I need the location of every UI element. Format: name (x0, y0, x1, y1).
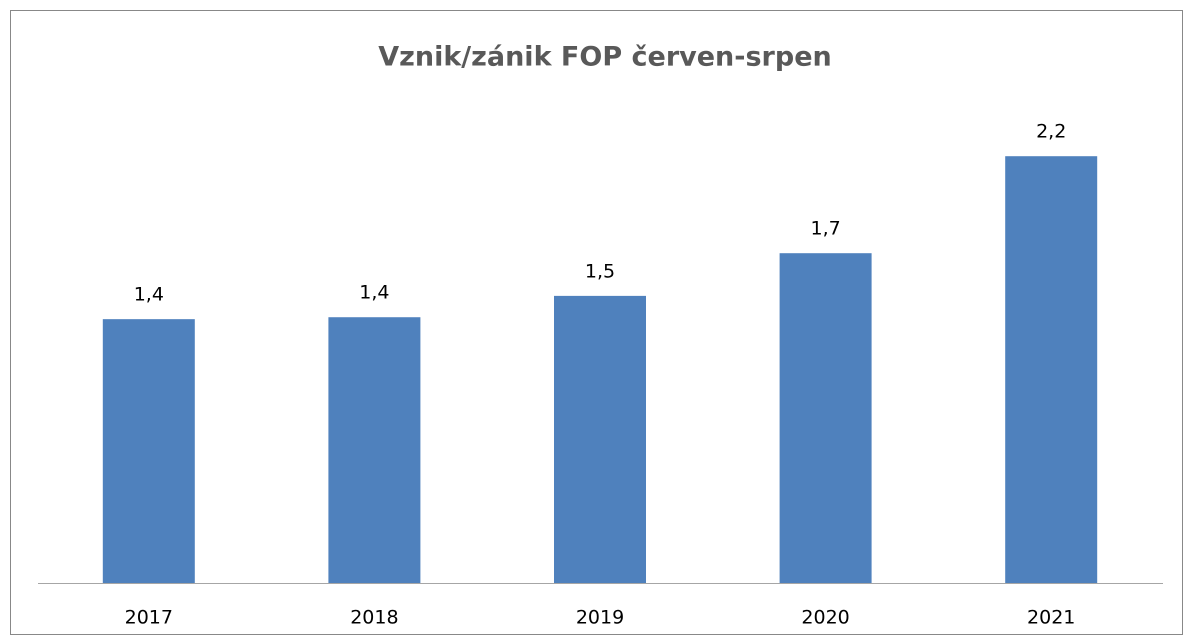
bar (1005, 156, 1098, 583)
bar (554, 295, 646, 583)
value-label: 1,5 (585, 260, 615, 282)
value-label: 1,4 (359, 282, 389, 304)
x-tick-label: 2020 (801, 607, 849, 629)
value-label: 1,7 (810, 218, 840, 240)
value-label: 1,4 (134, 284, 164, 306)
bar (779, 253, 872, 583)
x-tick-label: 2017 (125, 607, 173, 629)
x-tick-label: 2019 (576, 607, 624, 629)
x-tick-label: 2021 (1027, 607, 1075, 629)
bar (102, 319, 195, 583)
bar (328, 317, 421, 583)
value-label: 2,2 (1036, 121, 1066, 143)
x-tick-label: 2018 (350, 607, 398, 629)
chart-title: Vznik/zánik FOP červen-srpen (378, 42, 831, 73)
